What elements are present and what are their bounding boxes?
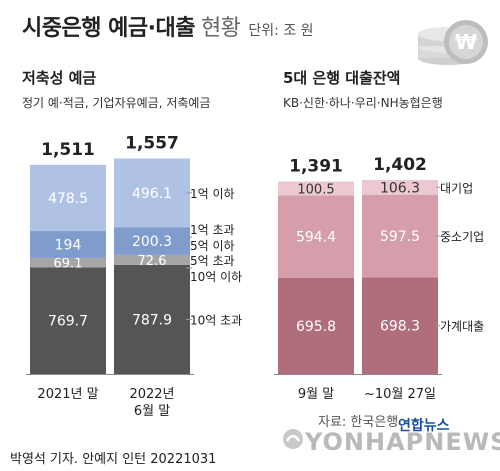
legend-label: 1억 이하 [190, 187, 235, 201]
watermark: YONHAPNEWS [305, 428, 500, 456]
legend-label: 5억 초과 10억 이하 [190, 254, 242, 284]
category-label: 2022년 6월 말 [129, 387, 174, 419]
bar-segment [114, 227, 190, 255]
source-label: 자료: 한국은행 [318, 415, 399, 430]
data-label: 200.3 [132, 234, 172, 250]
svg-text:₩: ₩ [455, 30, 477, 54]
bar-segment [114, 158, 190, 228]
total-label: 1,391 [289, 157, 343, 177]
legend-label: 중소기업 [440, 230, 484, 244]
bar-segment [278, 277, 354, 374]
yonhap-logo-icon [283, 429, 303, 449]
data-label: 769.7 [48, 314, 88, 330]
bar-segment [30, 267, 106, 374]
data-label: 698.3 [380, 319, 420, 335]
coins-icon: ₩ [418, 20, 488, 65]
data-label: 787.9 [132, 312, 172, 328]
panel-title: 저축성 예금 [22, 69, 96, 87]
legend-label: 10억 초과 [190, 313, 242, 327]
bar-segment [362, 194, 438, 278]
credit-line: 박영석 기자. 안예지 인턴 20221031 [10, 452, 217, 467]
legend-label: 대기업 [440, 181, 473, 195]
bar-segment [30, 231, 106, 258]
category-label: 2021년 말 [37, 387, 98, 402]
title-main: 시중은행 예금·대출 [22, 16, 195, 41]
bar-segment [114, 264, 190, 374]
bar-segment [278, 181, 354, 196]
agency-label: 연합뉴스 [398, 418, 450, 434]
total-label: 1,557 [125, 134, 179, 154]
bar-segment [30, 164, 106, 232]
data-label: 597.5 [380, 229, 420, 245]
bar-segment [362, 277, 438, 374]
category-label: 9월 말 [298, 387, 334, 402]
panel-subtitle: 정기 예·적금, 기업자유예금, 저축예금 [22, 96, 211, 110]
title-sub: 현황 [200, 16, 241, 41]
legend-label: 1억 초과 5억 이하 [190, 223, 235, 253]
data-label: 496.1 [132, 186, 172, 202]
panel-title: 5대 은행 대출잔액 [283, 69, 400, 87]
bar-segment [278, 195, 354, 278]
panel-subtitle: KB·신한·하나·우리·NH농협은행 [283, 95, 443, 110]
data-label: 106.3 [380, 180, 420, 196]
legend-label: 가계대출 [440, 320, 484, 334]
data-label: 478.5 [48, 191, 88, 207]
bar-segment [30, 257, 106, 268]
total-label: 1,402 [373, 155, 427, 175]
category-label: ~10월 27일 [364, 387, 436, 402]
data-label: 100.5 [297, 182, 334, 197]
data-label: 72.6 [138, 254, 167, 269]
data-label: 594.4 [296, 230, 336, 246]
data-label: 695.8 [296, 319, 336, 335]
data-label: 194 [55, 237, 82, 253]
bar-segment [114, 254, 190, 265]
bar-segment [362, 179, 438, 195]
unit-label: 단위: 조 원 [248, 23, 314, 39]
page-title: 시중은행 예금·대출 현황 단위: 조 원 [22, 10, 314, 42]
data-label: 69.1 [54, 257, 83, 272]
total-label: 1,511 [41, 140, 95, 160]
